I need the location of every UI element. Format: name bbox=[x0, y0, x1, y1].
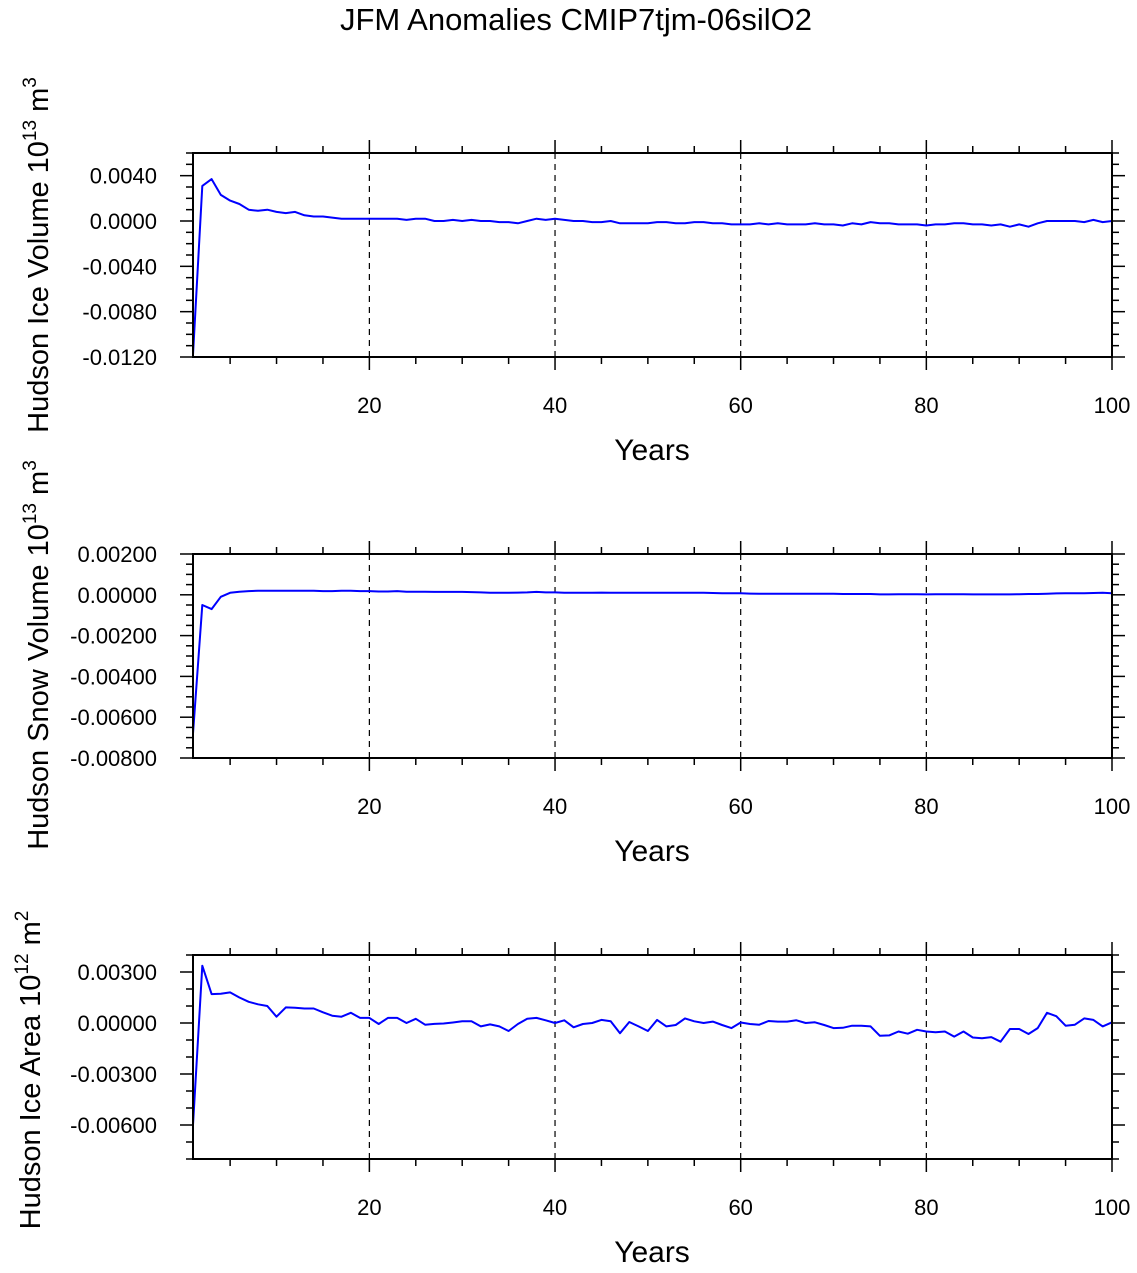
y-label-text: Hudson Ice Area 10 bbox=[15, 975, 47, 1230]
plot-frame bbox=[193, 955, 1112, 1159]
y-label-unit-exponent: 2 bbox=[12, 911, 33, 922]
y-label-exponent: 13 bbox=[20, 120, 41, 141]
y-label-unit-exponent: 3 bbox=[20, 77, 41, 88]
y-tick-label: -0.0040 bbox=[82, 254, 157, 279]
plot-frame bbox=[193, 153, 1112, 357]
y-label-unit: m bbox=[23, 88, 55, 120]
x-tick-label: 80 bbox=[914, 794, 938, 819]
y-tick-label: -0.00600 bbox=[70, 705, 157, 730]
x-axis-label: Years bbox=[614, 434, 690, 467]
x-tick-label: 40 bbox=[543, 1195, 567, 1220]
x-tick-label: 100 bbox=[1094, 794, 1131, 819]
x-tick-label: 60 bbox=[728, 393, 752, 418]
plot-frame bbox=[193, 554, 1112, 758]
y-label-unit: m bbox=[23, 471, 55, 503]
y-tick-label: 0.0040 bbox=[90, 164, 157, 189]
x-tick-label: 80 bbox=[914, 1195, 938, 1220]
y-axis-label: Hudson Snow Volume 1013 m3 bbox=[20, 460, 55, 850]
y-tick-label: -0.00800 bbox=[70, 746, 157, 771]
y-tick-label: 0.0000 bbox=[90, 209, 157, 234]
x-tick-label: 20 bbox=[357, 794, 381, 819]
x-tick-label: 100 bbox=[1094, 393, 1131, 418]
x-tick-label: 80 bbox=[914, 393, 938, 418]
x-tick-label: 60 bbox=[728, 794, 752, 819]
data-series-line bbox=[193, 966, 1112, 1125]
panel-1: 20 40 60 80 100 0.0040 0.0000 -0.0040 -0.0080 -0.… bbox=[20, 77, 1130, 467]
y-label-text: Hudson Snow Volume 10 bbox=[23, 524, 55, 850]
y-label-exponent: 13 bbox=[20, 503, 41, 524]
y-label-exponent: 12 bbox=[12, 953, 33, 974]
y-tick-label: -0.00600 bbox=[70, 1113, 157, 1138]
y-label-unit-exponent: 3 bbox=[20, 460, 41, 471]
data-series-line bbox=[193, 179, 1112, 355]
y-tick-label: -0.0120 bbox=[82, 345, 157, 370]
x-axis-label: Years bbox=[614, 1236, 690, 1268]
panel-3: 20 40 60 80 100 0.00300 0.00000 -0.00300 -0.0060… bbox=[12, 911, 1130, 1268]
y-tick-label: -0.00400 bbox=[70, 664, 157, 689]
x-tick-label: 40 bbox=[543, 393, 567, 418]
data-series-line bbox=[193, 591, 1112, 734]
x-tick-label: 60 bbox=[728, 1195, 752, 1220]
y-tick-label: 0.00000 bbox=[77, 583, 157, 608]
y-tick-label: -0.00200 bbox=[70, 624, 157, 649]
y-tick-label: 0.00300 bbox=[77, 960, 157, 985]
y-tick-label: -0.00300 bbox=[70, 1062, 157, 1087]
x-axis-label: Years bbox=[614, 835, 690, 868]
x-tick-label: 40 bbox=[543, 794, 567, 819]
y-tick-label: 0.00200 bbox=[77, 542, 157, 567]
panel-2: 20 40 60 80 100 0.00200 0.00000 -0.00200 -0.0040… bbox=[20, 460, 1130, 868]
y-tick-label: -0.0080 bbox=[82, 300, 157, 325]
y-label-unit: m bbox=[15, 921, 47, 953]
y-axis-label: Hudson Ice Volume 1013 m3 bbox=[20, 77, 55, 433]
y-tick-label: 0.00000 bbox=[77, 1011, 157, 1036]
x-tick-label: 100 bbox=[1094, 1195, 1131, 1220]
x-tick-label: 20 bbox=[357, 1195, 381, 1220]
chart-title: JFM Anomalies CMIP7tjm-06silO2 bbox=[340, 2, 812, 37]
y-axis-label: Hudson Ice Area 1012 m2 bbox=[12, 911, 47, 1230]
x-tick-label: 20 bbox=[357, 393, 381, 418]
y-label-text: Hudson Ice Volume 10 bbox=[23, 141, 55, 433]
